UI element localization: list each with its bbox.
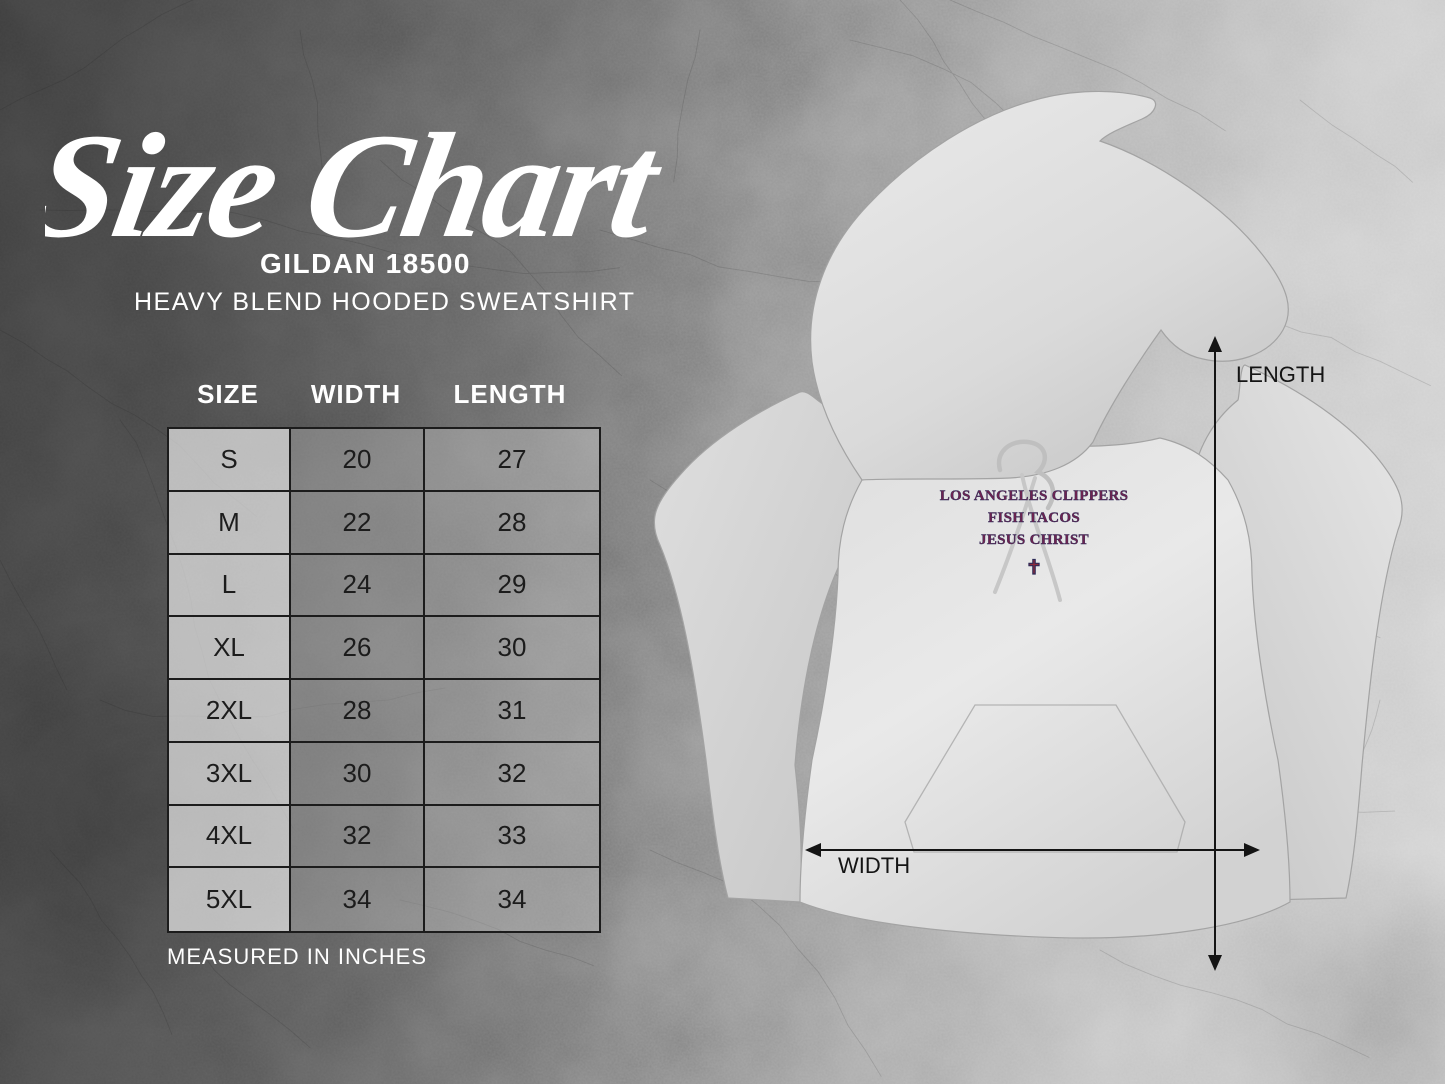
svg-text:JESUS CHRIST: JESUS CHRIST <box>979 532 1089 548</box>
svg-text:FISH TACOS: FISH TACOS <box>988 510 1080 526</box>
svg-text:LOS ANGELES CLIPPERS: LOS ANGELES CLIPPERS <box>940 488 1129 504</box>
svg-text:✝: ✝ <box>1026 557 1043 579</box>
